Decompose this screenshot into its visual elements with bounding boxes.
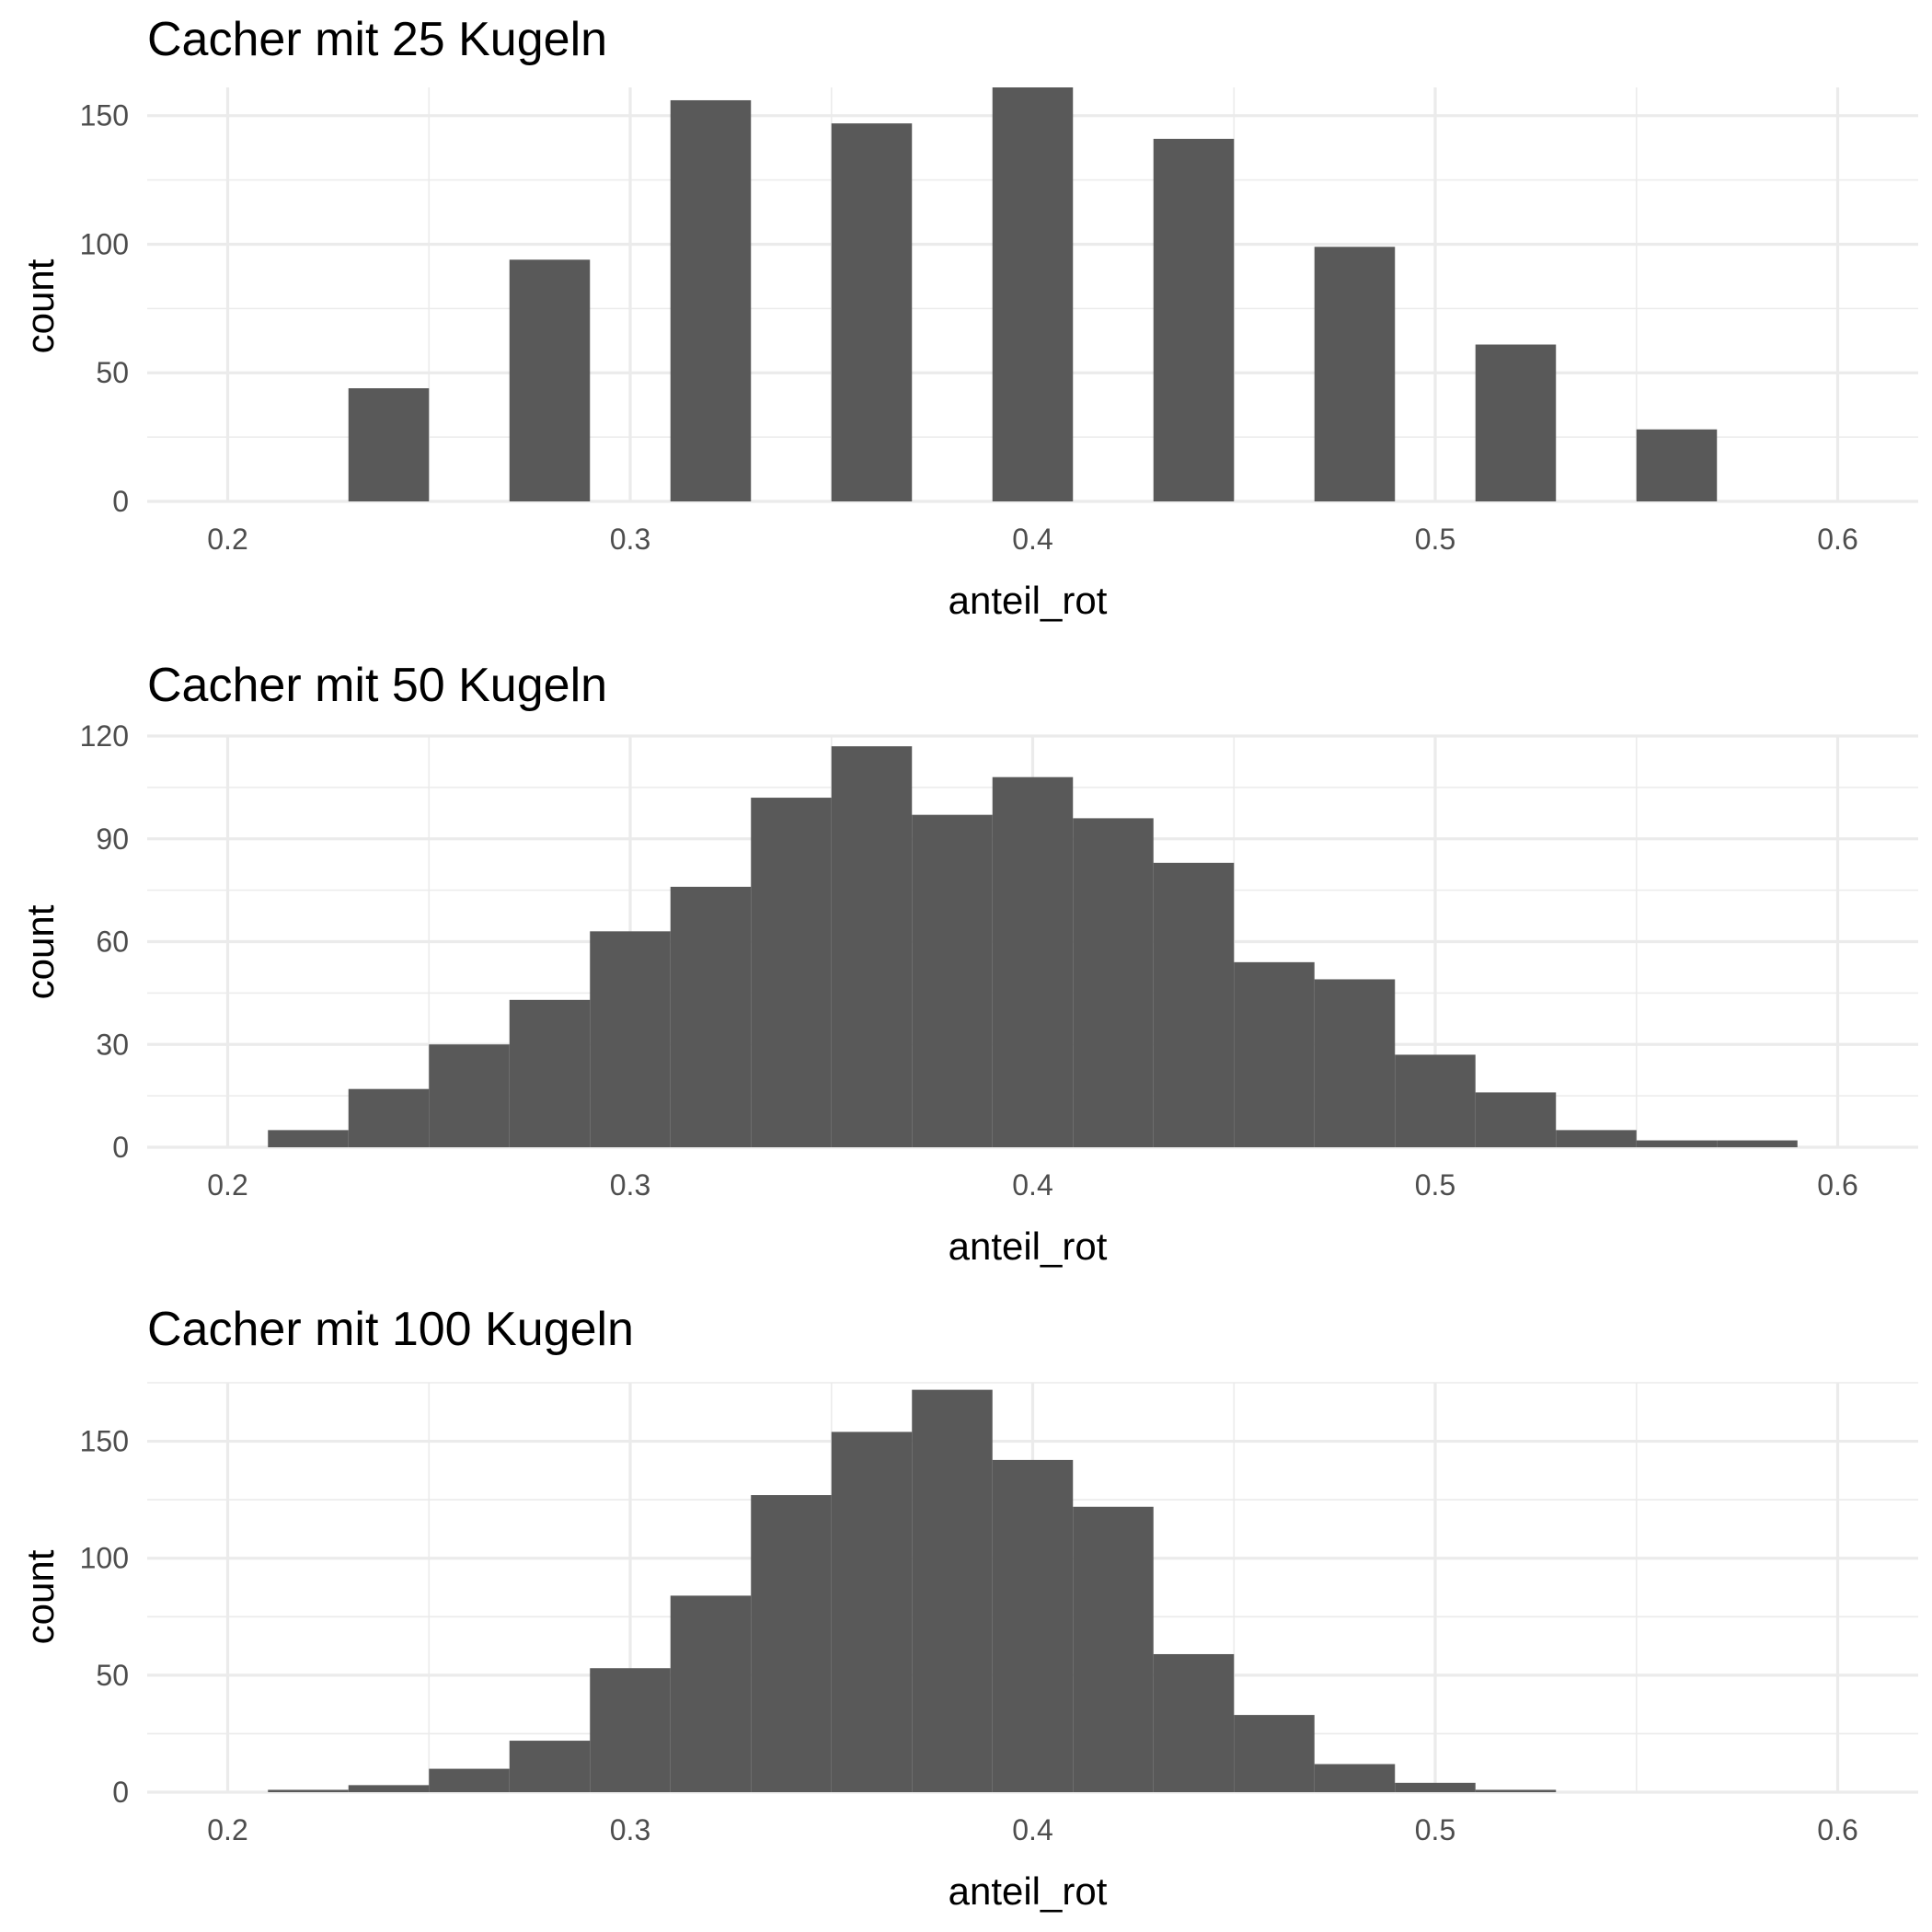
x-tick-label: 0.6 <box>1817 523 1857 556</box>
histogram-panel-25: 0.2 0.3 0.4 0.5 0.6 0 50 100 150 Cacher mit 25 K… <box>0 0 1932 644</box>
histogram-bar <box>268 1130 349 1147</box>
histogram-bar <box>348 388 430 501</box>
x-tick-label: 0.4 <box>1012 523 1052 556</box>
x-tick-label: 0.5 <box>1415 1168 1455 1202</box>
histogram-panel-50: 0.2 0.3 0.4 0.5 0.6 0 30 60 90 120 Cacher mit 50 … <box>0 644 1932 1288</box>
histogram-bar <box>992 776 1074 1147</box>
histogram-bar <box>1475 1789 1557 1792</box>
histogram-bar <box>429 1044 510 1147</box>
histogram-panel-100: 0.2 0.3 0.4 0.5 0.6 0 50 100 150 Cacher mit 100 … <box>0 1288 1932 1932</box>
y-tick-label: 90 <box>96 822 129 856</box>
y-tick-label: 0 <box>112 1131 129 1164</box>
y-tick-label: 100 <box>80 227 129 260</box>
x-tick-label: 0.5 <box>1415 523 1455 556</box>
histogram-bar <box>348 1088 430 1147</box>
histogram-bar <box>992 1459 1074 1792</box>
x-tick-label: 0.4 <box>1012 1168 1052 1202</box>
histogram-bar <box>992 87 1074 501</box>
histogram-bar <box>590 1668 671 1792</box>
y-tick-label: 120 <box>80 719 129 753</box>
histogram-bar <box>831 123 913 501</box>
y-tick-label: 30 <box>96 1028 129 1061</box>
x-axis-title: anteil_rot <box>949 579 1108 622</box>
histogram-bar <box>670 1595 752 1792</box>
x-tick-label: 0.2 <box>207 523 247 556</box>
histogram-bar <box>348 1785 430 1792</box>
histogram-bar <box>1073 818 1154 1147</box>
histogram-bar <box>670 886 752 1147</box>
histogram-bar <box>912 814 993 1147</box>
histogram-bar <box>1314 979 1396 1147</box>
x-tick-label: 0.2 <box>207 1813 247 1846</box>
chart-title: Cacher mit 25 Kugeln <box>147 13 607 66</box>
histogram-bar <box>751 798 832 1147</box>
y-tick-label: 60 <box>96 926 129 959</box>
histogram-bar <box>1717 1140 1798 1147</box>
y-axis-title: count <box>18 259 62 353</box>
x-tick-label: 0.3 <box>610 1168 650 1202</box>
histogram-bar <box>670 99 752 501</box>
chart-title: Cacher mit 50 Kugeln <box>147 659 607 712</box>
tick-labels: 0.2 0.3 0.4 0.5 0.6 0 50 100 150 <box>80 99 1858 556</box>
chart-title: Cacher mit 100 Kugeln <box>147 1303 634 1356</box>
histogram-bar <box>1153 862 1235 1147</box>
x-tick-label: 0.6 <box>1817 1813 1857 1846</box>
histogram-bar <box>1636 1140 1718 1147</box>
x-tick-label: 0.2 <box>207 1168 247 1202</box>
y-axis-title: count <box>18 1549 62 1644</box>
y-tick-label: 0 <box>112 1776 129 1809</box>
histogram-bar <box>1475 344 1557 501</box>
x-tick-label: 0.5 <box>1415 1813 1455 1846</box>
histogram-bar <box>1234 961 1315 1147</box>
tick-labels: 0.2 0.3 0.4 0.5 0.6 0 30 60 90 120 <box>80 719 1858 1202</box>
histogram-bar <box>509 259 591 501</box>
histogram-bar <box>1314 247 1396 501</box>
x-tick-label: 0.6 <box>1817 1168 1857 1202</box>
bars <box>268 746 1798 1147</box>
histogram-bar <box>831 1432 913 1792</box>
histogram-bar <box>1636 429 1718 501</box>
y-axis-title: count <box>18 904 62 999</box>
x-axis-title: anteil_rot <box>949 1869 1108 1913</box>
histogram-bar <box>590 931 671 1147</box>
y-tick-label: 100 <box>80 1542 129 1575</box>
histogram-bar <box>1153 138 1235 501</box>
bars <box>268 1389 1557 1792</box>
histogram-bar <box>1234 1715 1315 1792</box>
histogram-bar <box>429 1768 510 1792</box>
histogram-50-svg: 0.2 0.3 0.4 0.5 0.6 0 30 60 90 120 Cacher mit 50 … <box>18 659 1918 1268</box>
histogram-bar <box>1475 1092 1557 1147</box>
histogram-bar <box>1314 1764 1396 1792</box>
tick-labels: 0.2 0.3 0.4 0.5 0.6 0 50 100 150 <box>80 1425 1858 1846</box>
x-tick-label: 0.3 <box>610 1813 650 1846</box>
y-tick-label: 50 <box>96 356 129 389</box>
y-tick-label: 150 <box>80 99 129 132</box>
y-tick-label: 0 <box>112 485 129 518</box>
histogram-bar <box>1395 1054 1476 1147</box>
histogram-bar <box>268 1789 349 1792</box>
bars <box>348 87 1718 501</box>
histogram-bar <box>1556 1130 1637 1147</box>
histogram-bar <box>509 1741 591 1792</box>
y-tick-label: 50 <box>96 1659 129 1692</box>
y-tick-label: 150 <box>80 1425 129 1458</box>
histogram-100-svg: 0.2 0.3 0.4 0.5 0.6 0 50 100 150 Cacher mit 100 … <box>18 1303 1918 1913</box>
histogram-bar <box>1153 1653 1235 1792</box>
x-tick-label: 0.4 <box>1012 1813 1052 1846</box>
histogram-bar <box>831 746 913 1147</box>
histogram-bar <box>1073 1506 1154 1792</box>
histogram-bar <box>751 1495 832 1792</box>
histogram-25-svg: 0.2 0.3 0.4 0.5 0.6 0 50 100 150 Cacher mit 25 K… <box>18 13 1918 622</box>
histogram-bar <box>1395 1782 1476 1792</box>
histogram-bar <box>509 999 591 1147</box>
x-tick-label: 0.3 <box>610 523 650 556</box>
x-axis-title: anteil_rot <box>949 1225 1108 1268</box>
histogram-bar <box>912 1389 993 1792</box>
